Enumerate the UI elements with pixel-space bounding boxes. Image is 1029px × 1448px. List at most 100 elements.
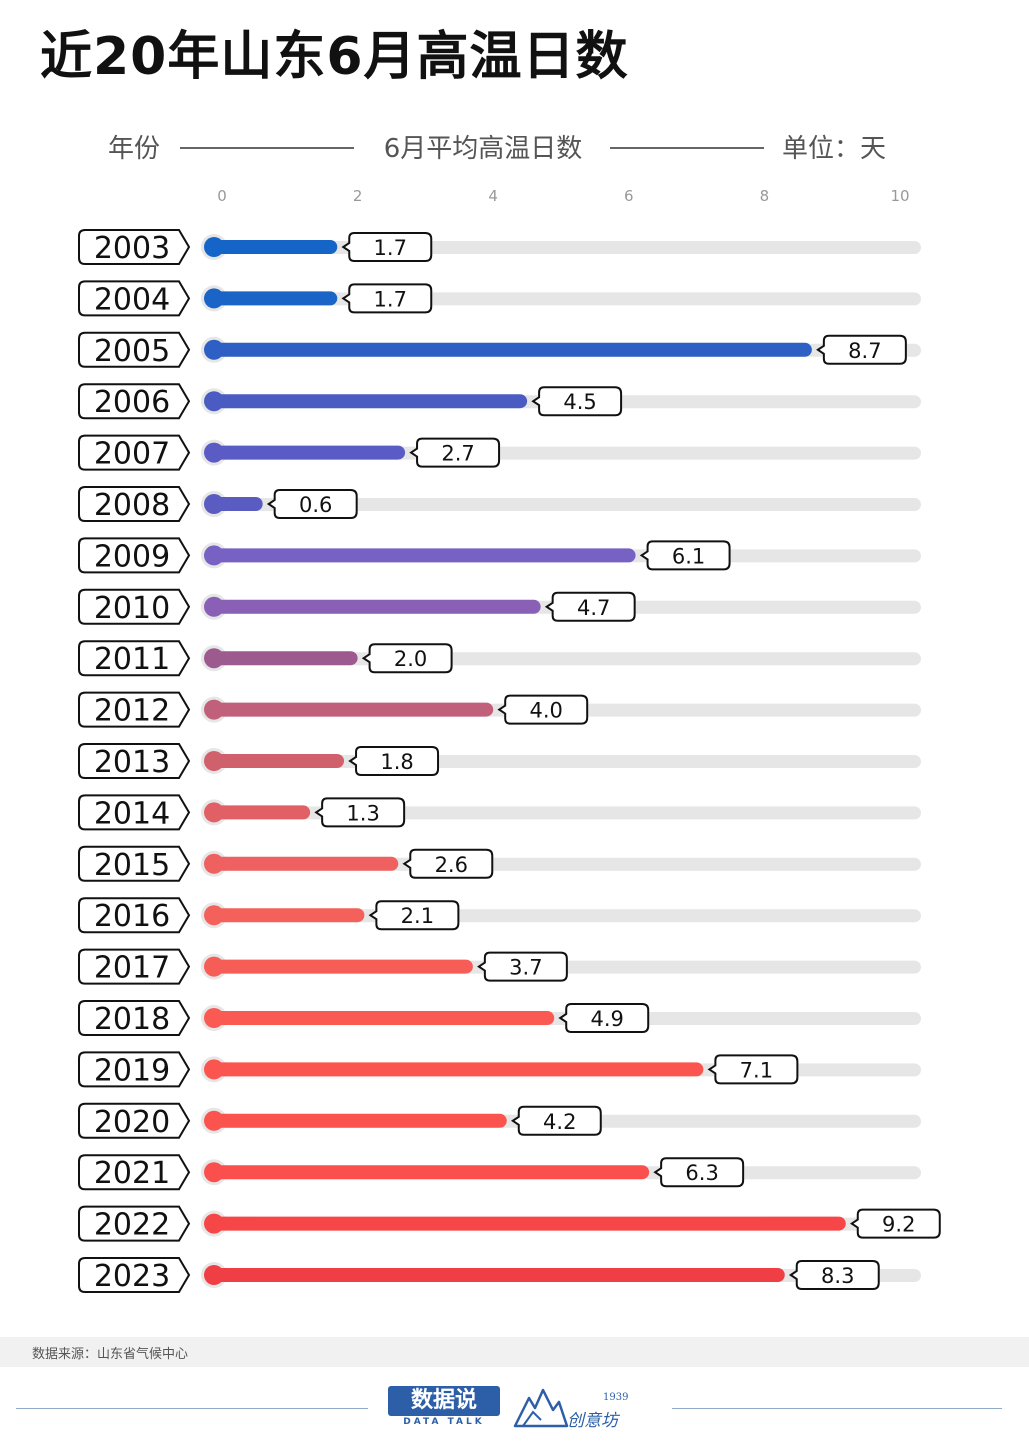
datatalk-logo: 数据说 DATA TALK — [388, 1386, 500, 1430]
value-label-box — [653, 1157, 745, 1188]
source-note: 数据来源：山东省气候中心 — [32, 1347, 189, 1362]
value-label: 1.3 — [346, 801, 379, 825]
year-label-box — [78, 1205, 191, 1242]
bar-bulb — [204, 237, 224, 257]
value-label-box — [477, 951, 568, 982]
year-label: 2010 — [94, 591, 170, 626]
bar-bulb — [204, 545, 224, 566]
year-label-box — [78, 794, 191, 831]
year-label-box — [78, 948, 191, 985]
year-label-box — [78, 229, 191, 265]
header-right-label: 单位：天 — [782, 134, 886, 164]
bar-value — [208, 651, 358, 666]
year-label: 2007 — [94, 437, 170, 472]
year-label: 2019 — [94, 1053, 170, 1088]
value-label-box — [544, 591, 636, 622]
year-label: 2005 — [94, 334, 170, 369]
year-label-box — [78, 845, 191, 882]
bar-bulb — [204, 339, 224, 360]
footer-band — [0, 1337, 1029, 1367]
value-label-box — [409, 437, 501, 468]
datatalk-logo-sub: DATA TALK — [403, 1417, 485, 1427]
year-label-box — [78, 331, 191, 368]
bar-bulb — [204, 956, 224, 977]
value-label-box — [341, 283, 433, 314]
value-label-box — [361, 643, 453, 674]
year-label: 2013 — [94, 745, 170, 780]
datatalk-logo-main: 数据说 — [388, 1386, 500, 1416]
bar-bulb — [204, 596, 224, 617]
value-label: 8.3 — [821, 1264, 854, 1288]
value-label-box — [266, 489, 358, 519]
x-tick-label: 6 — [624, 187, 634, 205]
bar-bulb — [204, 1213, 224, 1234]
bar-bulb — [204, 802, 224, 823]
year-label-box — [78, 1000, 191, 1036]
chuangyifang-text: 创意坊 — [567, 1411, 618, 1431]
value-label: 3.7 — [509, 956, 542, 980]
value-label: 2.1 — [401, 904, 434, 928]
bar-value — [208, 702, 494, 717]
value-label: 1.7 — [374, 287, 407, 311]
value-label: 2.0 — [394, 647, 427, 671]
value-label-box — [497, 694, 589, 725]
year-label: 2008 — [94, 488, 170, 523]
bar-track — [201, 498, 921, 511]
year-label: 2006 — [94, 385, 170, 420]
value-label: 2.7 — [441, 442, 474, 466]
value-label-box — [368, 900, 460, 931]
year-label: 2018 — [94, 1002, 170, 1037]
year-label: 2012 — [94, 694, 170, 729]
bar-value — [208, 445, 406, 460]
year-label: 2023 — [94, 1259, 170, 1294]
bar-bulb — [204, 1008, 224, 1028]
bar-value — [208, 805, 311, 820]
year-label: 2015 — [94, 848, 170, 883]
year-label-box — [78, 691, 191, 728]
page-title: 近20年山东6月高温日数 — [40, 27, 629, 87]
year-label-box — [78, 588, 191, 625]
bar-bulb — [204, 1265, 224, 1285]
value-label: 6.1 — [672, 544, 705, 568]
bar-bulb — [204, 1162, 224, 1183]
year-label-box — [78, 1257, 191, 1293]
bar-bulb — [204, 905, 224, 926]
value-label-box — [510, 1105, 602, 1136]
year-label-box — [78, 383, 191, 420]
bar-value — [208, 1011, 555, 1025]
bar-bulb — [204, 751, 224, 771]
value-label-box — [348, 746, 440, 776]
mountain-icon — [513, 1388, 569, 1428]
footer-divider-right — [672, 1408, 1002, 1409]
value-label: 4.9 — [591, 1007, 624, 1031]
value-label-box — [314, 797, 406, 828]
year-label-box — [78, 743, 191, 779]
bar-bulb — [204, 699, 224, 720]
year-label-box — [78, 1102, 191, 1139]
value-label: 7.1 — [740, 1058, 773, 1082]
value-label: 9.2 — [882, 1213, 915, 1237]
year-label: 2009 — [94, 539, 170, 574]
x-tick-label: 2 — [353, 187, 363, 205]
bar-value — [208, 291, 338, 306]
bar-value — [208, 342, 812, 357]
value-label: 0.6 — [299, 493, 332, 517]
bar-value — [208, 1113, 507, 1128]
bar-value — [208, 394, 528, 409]
value-label: 4.7 — [577, 596, 610, 620]
bar-value — [208, 1268, 785, 1282]
bar-value — [208, 908, 365, 923]
value-label: 8.7 — [848, 339, 881, 363]
x-tick-label: 4 — [488, 187, 498, 205]
value-label-box — [788, 1260, 880, 1290]
year-label-box — [78, 537, 191, 574]
year-label-box — [78, 1154, 191, 1191]
value-label-box — [341, 232, 433, 262]
bar-value — [208, 599, 541, 614]
x-tick-label: 10 — [890, 187, 909, 205]
header-left-label: 年份 — [108, 134, 160, 164]
bar-bulb — [204, 1059, 224, 1080]
bar-bulb — [204, 288, 224, 309]
year-label-box — [78, 280, 191, 317]
bar-value — [208, 1165, 650, 1180]
